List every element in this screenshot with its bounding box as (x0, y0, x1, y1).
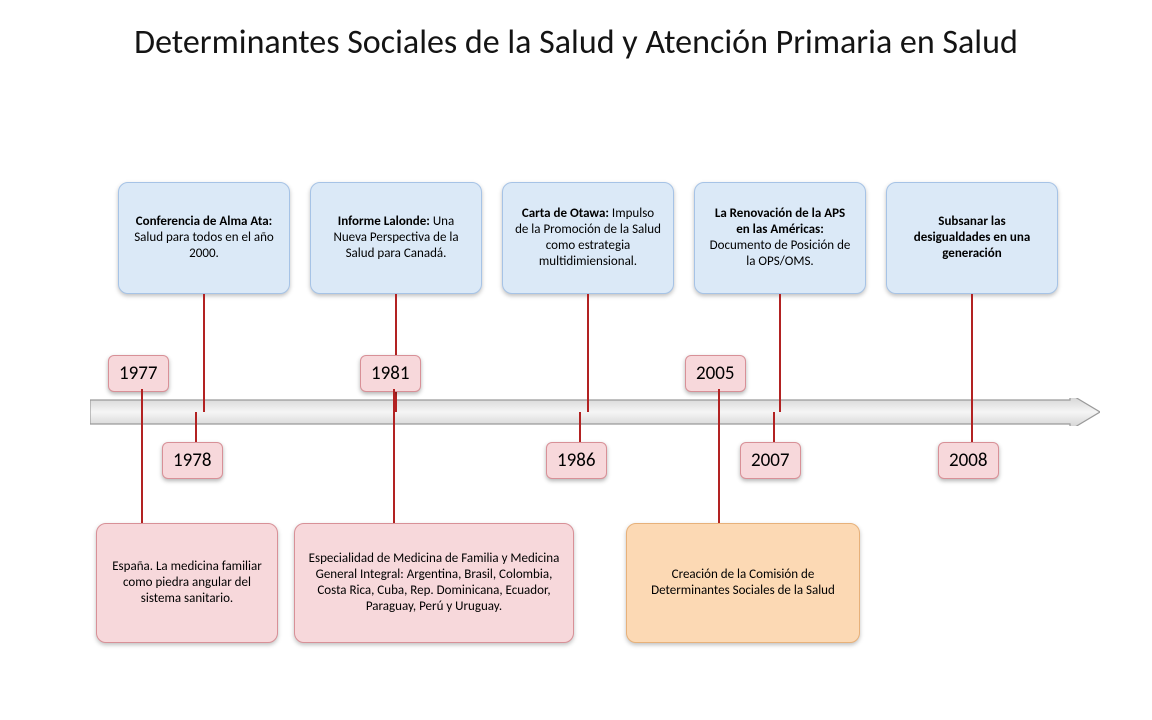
connector-line (718, 412, 720, 523)
bottom-event-card: Creación de la Comisión de Determinantes… (626, 523, 860, 643)
year-badge-bottom: 2007 (740, 442, 801, 479)
timeline-arrow (90, 398, 1100, 426)
top-event-card: La Renovación de la APS en las Américas:… (694, 182, 866, 294)
connector-line (971, 412, 973, 442)
connector-line (718, 389, 720, 412)
connector-line (203, 294, 205, 412)
top-event-text: Conferencia de Alma Ata: Salud para todo… (131, 214, 277, 263)
top-event-text: La Renovación de la APS en las Américas:… (707, 206, 853, 271)
top-event-text: Subsanar las desigualdades en una genera… (899, 214, 1045, 263)
connector-line (395, 294, 397, 412)
page-title: Determinantes Sociales de la Salud y Ate… (0, 22, 1152, 65)
year-badge-bottom: 1978 (162, 442, 223, 479)
year-badge-bottom: 1986 (546, 442, 607, 479)
connector-line (393, 412, 395, 523)
connector-line (587, 294, 589, 412)
year-badge-top: 1977 (108, 355, 169, 392)
connector-line (141, 412, 143, 523)
year-badge-top: 2005 (685, 355, 746, 392)
connector-line (779, 294, 781, 412)
top-event-card: Informe Lalonde: Una Nueva Perspectiva d… (310, 182, 482, 294)
top-event-text: Carta de Otawa: Impulso de la Promoción … (515, 206, 661, 271)
connector-line (579, 412, 581, 442)
bottom-event-card: Especialidad de Medicina de Familia y Me… (294, 523, 574, 643)
year-badge-bottom: 2008 (938, 442, 999, 479)
connector-line (971, 294, 973, 412)
connector-line (195, 412, 197, 442)
year-badge-top: 1981 (360, 355, 421, 392)
connector-line (393, 389, 395, 412)
connector-line (141, 389, 143, 412)
bottom-event-card: España. La medicina familiar como piedra… (96, 523, 278, 643)
top-event-card: Subsanar las desigualdades en una genera… (886, 182, 1058, 294)
top-event-text: Informe Lalonde: Una Nueva Perspectiva d… (323, 214, 469, 263)
top-event-card: Carta de Otawa: Impulso de la Promoción … (502, 182, 674, 294)
top-event-card: Conferencia de Alma Ata: Salud para todo… (118, 182, 290, 294)
connector-line (773, 412, 775, 442)
